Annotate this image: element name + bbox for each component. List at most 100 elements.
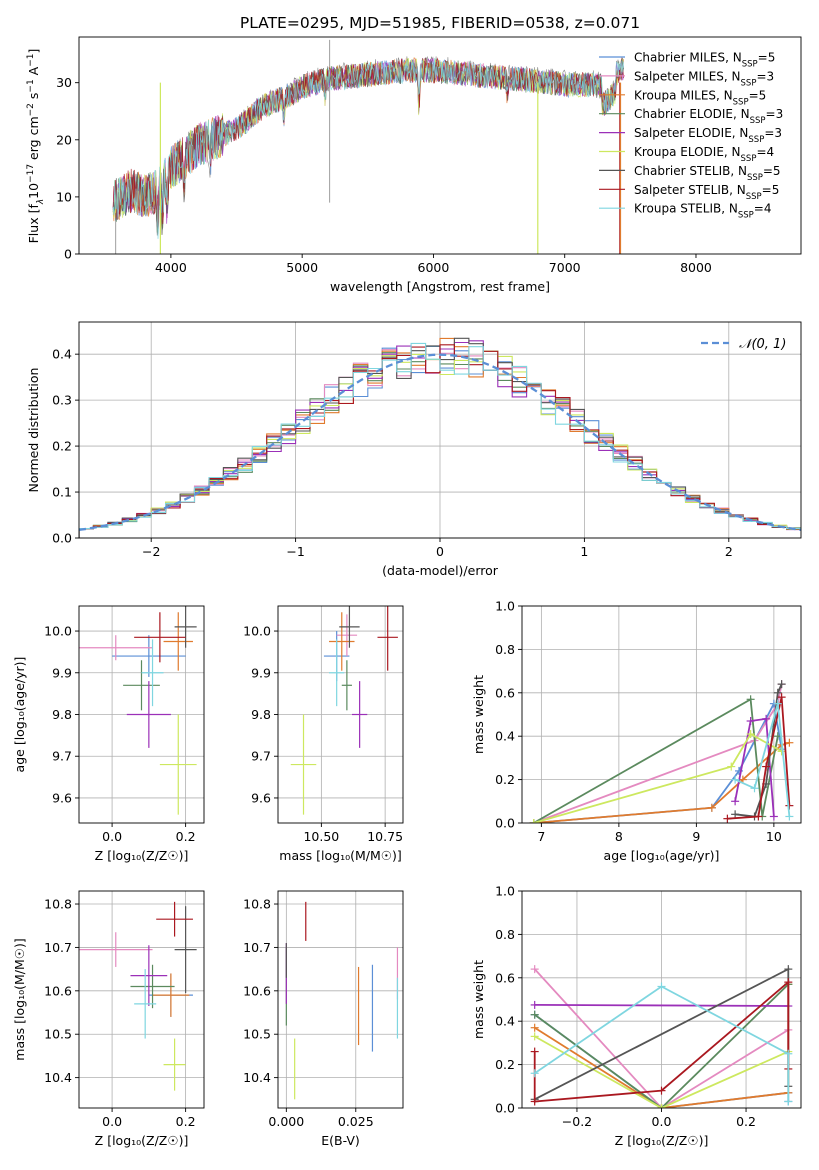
x-tick-label: 10 [766,829,782,844]
weight-marker [530,1069,539,1078]
legend-entry: Chabrier STELIB, NSSP=5 [634,164,781,183]
y-tick-label: 10.6 [44,983,72,998]
weight-marker [731,775,740,784]
data-point-errorbar [130,945,168,1007]
data-point-errorbar [174,606,197,648]
axes-frame [277,890,404,1109]
y-tick-label: 0.4 [52,347,72,362]
y-tick-label: 0.8 [495,642,515,657]
y-axis-label: mass [log₁₀(M/M☉)] [12,938,27,1060]
y-axis-label: Flux [fλ10−17 erg cm−2 s−1 A−1] [26,49,46,244]
y-tick-label: 0.2 [495,772,515,787]
weight-marker [530,1032,539,1041]
weight-marker [707,803,716,812]
weight-line [534,985,790,1102]
y-tick-label: 9.8 [251,707,271,722]
y-tick-label: 9.6 [251,790,271,805]
data-point-errorbar [351,681,368,748]
y-tick-label: 9.9 [251,665,271,680]
x-tick-label: −1 [286,544,304,559]
x-axis-label: wavelength [Angstrom, rest frame] [330,279,550,294]
weight-marker [657,1104,666,1108]
y-tick-label: 10.6 [243,983,271,998]
x-tick-label: 0.2 [176,829,196,844]
y-tick-label: 0.3 [52,393,72,408]
data-point-errorbar [112,635,186,677]
weight-marker [529,819,538,823]
x-axis-label: Z [log₁₀(Z/Z☉)] [615,1133,709,1148]
weight-line [734,703,791,817]
weight-line [533,697,779,823]
x-tick-label: 10.50 [303,829,339,844]
axes-frame [78,36,802,255]
x-tick-label: 0.025 [338,1114,374,1129]
x-tick-label: 0.0 [102,1114,122,1129]
weight-age-plot-area [529,680,794,823]
weight-line [534,1035,789,1108]
data-point-errorbar [79,932,153,967]
x-tick-label: 6000 [418,260,450,275]
data-point-errorbar [126,681,171,748]
x-axis-label: Z [log₁₀(Z/Z☉)] [95,1133,189,1148]
age-z-panel: 0.0 0.2 9.6 9.7 9.8 9.9 10.0 Z [log₁₀(Z/Z☉)] age… [12,605,205,863]
data-point-errorbar [141,639,164,707]
data-point-errorbar [377,606,398,671]
mass-z-plot-area [79,901,197,1091]
weight-line [534,968,789,1108]
model-spectrum-line [112,56,624,236]
y-tick-label: 0.6 [495,970,515,985]
spectrum-panel: 4000 5000 6000 7000 8000 0 10 20 30 wavelength [A… [26,36,802,294]
age-z-plot-area [79,606,197,815]
data-point-errorbar [336,614,358,657]
legend-entry: Chabrier MILES, NSSP=5 [634,51,775,70]
weight-marker [750,784,759,793]
weight-marker [731,797,740,806]
x-tick-label: 0.0 [102,829,122,844]
x-tick-label: 7 [537,829,545,844]
legend-entry: Kroupa ELODIE, NSSP=4 [634,145,774,164]
legend-entry: Salpeter STELIB, NSSP=5 [634,183,779,202]
y-tick-label: 9.6 [52,790,72,805]
weight-marker [530,1097,539,1106]
y-tick-label: 10.0 [44,624,72,639]
x-tick-label: 0 [436,544,444,559]
y-tick-label: 10.4 [243,1070,271,1085]
y-tick-label: 0.0 [495,816,515,831]
x-axis-label: (data-model)/error [382,563,499,578]
residual-legend: 𝒩(0, 1) [701,337,786,352]
y-tick-label: 0.2 [495,1057,515,1072]
weight-marker [762,714,771,723]
data-point-errorbar [174,906,197,993]
data-point-errorbar [290,714,317,815]
data-point-errorbar [130,964,175,1009]
y-tick-label: 1.0 [495,599,515,614]
weight-marker [784,978,793,987]
weight-line [533,741,790,823]
mass-z-panel: 0.0 0.2 10.4 10.5 10.6 10.7 10.8 Z [log₁₀(Z/Z☉)… [12,890,205,1148]
y-tick-label: 10.7 [243,940,271,955]
data-point-errorbar [329,612,355,671]
x-tick-label: 1 [580,544,588,559]
axes-frame [78,890,205,1109]
weight-marker [773,699,782,708]
mass-ebv-panel: 0.000 0.025 10.4 10.5 10.6 10.7 10.8 E(B-V) [243,890,404,1148]
data-point-errorbar [341,660,352,711]
data-point-errorbar [134,969,157,1039]
y-axis-label: mass weight [471,960,486,1039]
weight-marker [785,812,794,821]
x-tick-label: 4000 [155,260,187,275]
legend-entry: Kroupa STELIB, NSSP=4 [634,202,772,221]
weight-marker [784,1049,793,1058]
legend-entry: Salpeter ELODIE, NSSP=3 [634,126,782,145]
data-point-errorbar [134,612,186,663]
y-tick-label: 0.1 [52,485,72,500]
data-point-errorbar [163,612,193,671]
y-axis-label: mass weight [471,675,486,754]
weight-marker [773,688,782,697]
weight-marker [530,1023,539,1032]
data-point-errorbar [79,635,153,661]
y-tick-label: 10.5 [44,1027,72,1042]
legend-entry: 𝒩(0, 1) [739,337,786,352]
x-tick-label: −0.2 [562,1114,592,1129]
